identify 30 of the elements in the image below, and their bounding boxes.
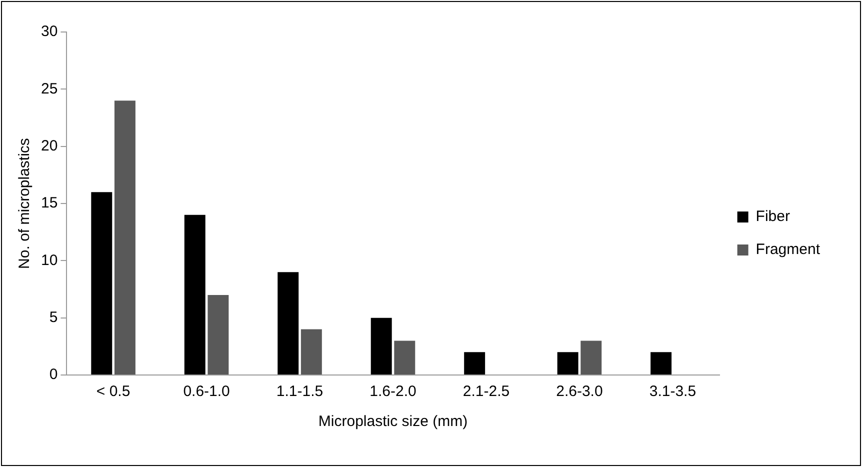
x-tick-label: 1.1-1.5: [276, 383, 324, 400]
bar: [370, 318, 392, 374]
x-tick-label: 1.6-2.0: [370, 383, 416, 400]
x-tick-label: 0.6-1.0: [183, 383, 230, 400]
bar: [91, 192, 112, 374]
y-tick-label: 5: [49, 308, 58, 326]
y-tick-label: 30: [40, 23, 58, 40]
bar: [114, 100, 136, 374]
bar: [650, 352, 672, 374]
y-tick-label: 25: [40, 80, 58, 98]
bar: [184, 214, 206, 374]
bar: [580, 340, 602, 374]
legend-label: Fragment: [756, 241, 821, 258]
x-axis-title: Microplastic size (mm): [318, 413, 468, 430]
bar: [394, 340, 416, 374]
bar: [464, 352, 486, 374]
legend-label: Fiber: [756, 208, 790, 226]
y-axis-title: No. of microplastics: [16, 138, 34, 269]
x-tick-label: 2.1-2.5: [462, 383, 510, 400]
y-tick-label: 20: [40, 137, 58, 154]
x-tick-label: < 0.5: [96, 383, 130, 400]
bar: [208, 294, 229, 374]
y-tick-label: 0: [49, 366, 58, 384]
x-tick-label: 2.6-3.0: [556, 383, 603, 400]
bar: [278, 272, 299, 374]
bar: [300, 329, 322, 374]
y-tick-label: 10: [40, 252, 58, 269]
x-tick-label: 3.1-3.5: [649, 383, 696, 400]
bar: [557, 352, 578, 374]
y-tick-label: 15: [40, 194, 58, 212]
